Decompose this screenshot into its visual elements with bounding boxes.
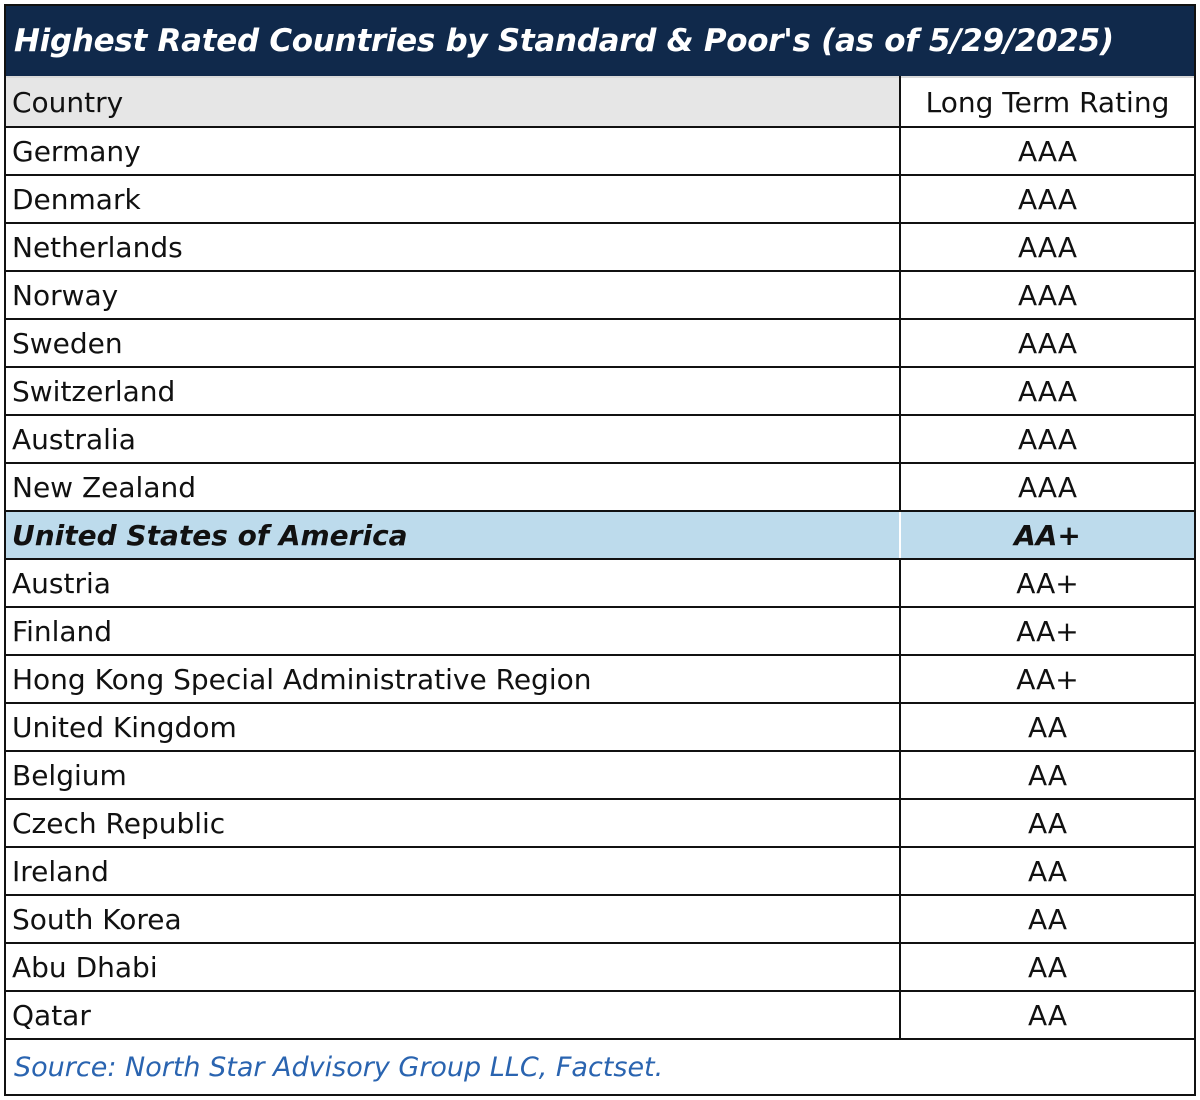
table-row: Sweden AAA	[6, 319, 1194, 368]
source-note: Source: North Star Advisory Group LLC, F…	[14, 1052, 664, 1083]
table-row: Hong Kong Special Administrative Region A…	[6, 655, 1194, 704]
rating-cell: AAA	[900, 463, 1194, 512]
table-row: Denmark AAA	[6, 175, 1194, 224]
rating-cell: AA	[900, 751, 1194, 800]
rating-cell: AA+	[900, 655, 1194, 704]
country-cell: Ireland	[6, 847, 901, 896]
ratings-table: Country Long Term Rating Germany AAA Denma…	[6, 76, 1194, 1040]
country-cell: Austria	[6, 559, 901, 608]
rating-cell: AA	[900, 703, 1194, 752]
table-title: Highest Rated Countries by Standard & Po…	[6, 6, 1194, 76]
rating-cell: AAA	[900, 271, 1194, 320]
country-cell: Norway	[6, 271, 901, 320]
table-row: Ireland AA	[6, 847, 1194, 896]
table-row: Abu Dhabi AA	[6, 943, 1194, 992]
table-row: Qatar AA	[6, 991, 1194, 1040]
rating-cell: AA	[900, 799, 1194, 848]
country-cell: Netherlands	[6, 223, 901, 272]
country-column-header: Country	[6, 76, 901, 128]
header-row: Country Long Term Rating	[6, 76, 1194, 128]
rating-cell: AA	[900, 991, 1194, 1040]
country-cell: Abu Dhabi	[6, 943, 901, 992]
country-cell: United States of America	[6, 511, 901, 560]
table-row: Finland AA+	[6, 607, 1194, 656]
table-row: Netherlands AAA	[6, 223, 1194, 272]
country-cell: New Zealand	[6, 463, 901, 512]
rating-cell: AAA	[900, 319, 1194, 368]
country-cell: Czech Republic	[6, 799, 901, 848]
country-cell: Denmark	[6, 175, 901, 224]
country-cell: Finland	[6, 607, 901, 656]
table-row: Belgium AA	[6, 751, 1194, 800]
table-row: South Korea AA	[6, 895, 1194, 944]
rating-cell: AAA	[900, 127, 1194, 176]
rating-cell: AA+	[900, 511, 1194, 560]
rating-cell: AAA	[900, 367, 1194, 416]
rating-cell: AA	[900, 847, 1194, 896]
country-cell: South Korea	[6, 895, 901, 944]
country-cell: Australia	[6, 415, 901, 464]
country-cell: United Kingdom	[6, 703, 901, 752]
country-cell: Belgium	[6, 751, 901, 800]
rating-column-header: Long Term Rating	[900, 76, 1194, 128]
ratings-table-frame: Highest Rated Countries by Standard & Po…	[4, 4, 1196, 1096]
table-row: Czech Republic AA	[6, 799, 1194, 848]
country-cell: Qatar	[6, 991, 901, 1040]
table-row: United Kingdom AA	[6, 703, 1194, 752]
country-cell: Switzerland	[6, 367, 901, 416]
country-cell: Sweden	[6, 319, 901, 368]
rating-cell: AA	[900, 895, 1194, 944]
table-row: Switzerland AAA	[6, 367, 1194, 416]
table-row: Austria AA+	[6, 559, 1194, 608]
table-row: Australia AAA	[6, 415, 1194, 464]
rating-cell: AAA	[900, 223, 1194, 272]
table-row-highlighted: United States of America AA+	[6, 511, 1194, 560]
rating-cell: AAA	[900, 175, 1194, 224]
table-row: Norway AAA	[6, 271, 1194, 320]
rating-cell: AA+	[900, 607, 1194, 656]
table-row: Germany AAA	[6, 127, 1194, 176]
country-cell: Germany	[6, 127, 901, 176]
rating-cell: AAA	[900, 415, 1194, 464]
country-cell: Hong Kong Special Administrative Region	[6, 655, 901, 704]
rating-cell: AA+	[900, 559, 1194, 608]
table-row: New Zealand AAA	[6, 463, 1194, 512]
rating-cell: AA	[900, 943, 1194, 992]
